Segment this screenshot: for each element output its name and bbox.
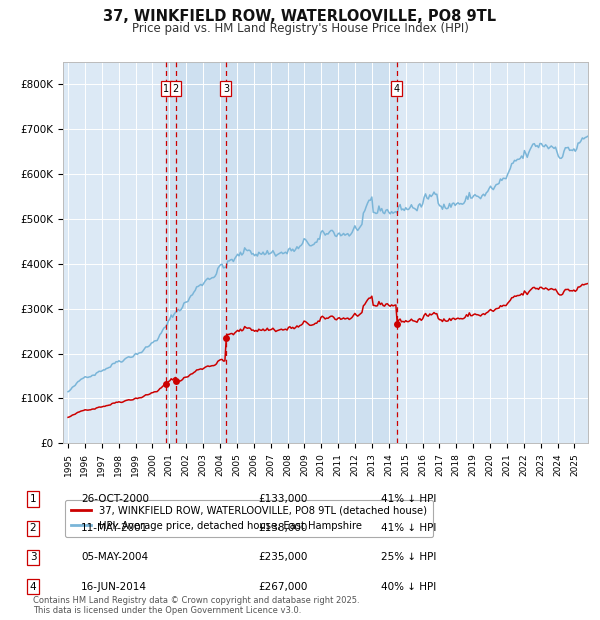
Text: £235,000: £235,000 xyxy=(258,552,307,562)
Text: 37, WINKFIELD ROW, WATERLOOVILLE, PO8 9TL: 37, WINKFIELD ROW, WATERLOOVILLE, PO8 9T… xyxy=(103,9,497,24)
Text: 26-OCT-2000: 26-OCT-2000 xyxy=(81,494,149,504)
Bar xyxy=(166,62,397,443)
Text: 25% ↓ HPI: 25% ↓ HPI xyxy=(381,552,436,562)
Text: 41% ↓ HPI: 41% ↓ HPI xyxy=(381,523,436,533)
Legend: 37, WINKFIELD ROW, WATERLOOVILLE, PO8 9TL (detached house), HPI: Average price, : 37, WINKFIELD ROW, WATERLOOVILLE, PO8 9T… xyxy=(65,500,433,537)
Text: 05-MAY-2004: 05-MAY-2004 xyxy=(81,552,148,562)
Text: £133,000: £133,000 xyxy=(258,494,307,504)
Text: 11-MAY-2001: 11-MAY-2001 xyxy=(81,523,148,533)
Text: 4: 4 xyxy=(394,84,400,94)
Text: £267,000: £267,000 xyxy=(258,582,307,591)
Text: 40% ↓ HPI: 40% ↓ HPI xyxy=(381,582,436,591)
Text: £138,000: £138,000 xyxy=(258,523,307,533)
Text: 3: 3 xyxy=(223,84,229,94)
Text: Price paid vs. HM Land Registry's House Price Index (HPI): Price paid vs. HM Land Registry's House … xyxy=(131,22,469,35)
Text: 4: 4 xyxy=(29,582,37,591)
Text: 2: 2 xyxy=(172,84,179,94)
Text: Contains HM Land Registry data © Crown copyright and database right 2025.
This d: Contains HM Land Registry data © Crown c… xyxy=(33,596,359,615)
Text: 1: 1 xyxy=(163,84,169,94)
Text: 2: 2 xyxy=(29,523,37,533)
Text: 1: 1 xyxy=(29,494,37,504)
Text: 3: 3 xyxy=(29,552,37,562)
Text: 41% ↓ HPI: 41% ↓ HPI xyxy=(381,494,436,504)
Text: 16-JUN-2014: 16-JUN-2014 xyxy=(81,582,147,591)
